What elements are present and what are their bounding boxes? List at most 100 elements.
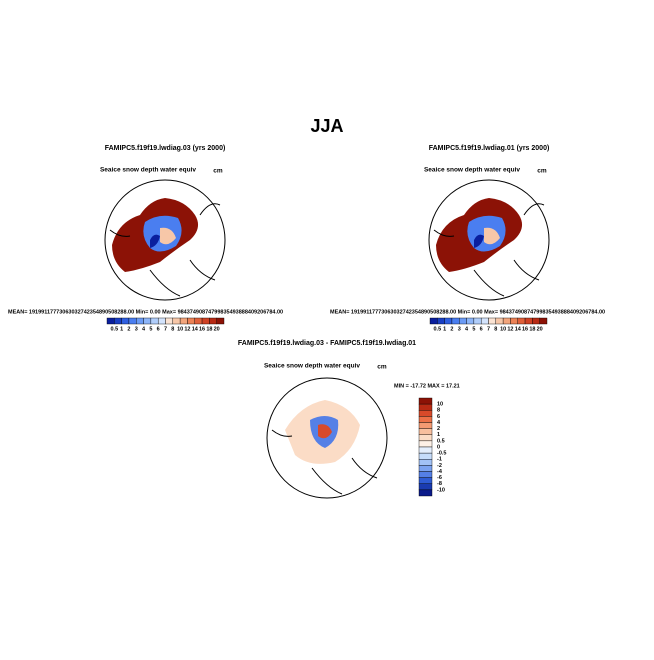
colorbar-box [437,317,445,325]
colorbar-label: 8 [171,326,174,332]
colorbar-box [418,477,433,484]
colorbar-box [128,317,137,325]
units: cm [377,364,387,371]
colorbar-label: 7 [164,326,167,332]
colorbar-label: 2 [127,326,130,332]
colorbar-box [418,416,433,423]
colorbar-box [510,317,518,325]
colorbar-box [418,489,433,497]
colorbar-label: 14 [515,326,522,332]
map-left [104,179,226,301]
colorbar-box [488,317,497,325]
colorbar-label: 2 [437,426,440,432]
panel-subtitle: Seaice snow depth water equiv [264,363,360,370]
colorbar-label: -8 [437,481,442,487]
colorbar-box [157,317,166,325]
colorbar-box [418,465,433,472]
panel-title: FAMIPC5.f19f19.lwdiag.03 (yrs 2000) [105,145,226,152]
colorbar-label: -6 [437,475,442,481]
colorbar-label: -4 [437,469,443,475]
colorbar-box [121,317,130,325]
figure-title: JJA [310,116,343,136]
colorbar-box [418,452,433,460]
panel-title: FAMIPC5.f19f19.lwdiag.03 - FAMIPC5.f19f1… [238,340,416,347]
colorbar-box [114,317,122,325]
colorbar-box [418,410,433,417]
map-right [428,179,550,301]
colorbar-label: -10 [437,487,445,493]
colorbar-box [418,440,433,448]
colorbar-box [201,317,210,325]
colorbar-box [495,317,504,325]
colorbar-box [429,317,438,325]
colorbar-label: 16 [199,326,205,332]
colorbar-box [532,317,540,325]
colorbar-box [179,317,188,325]
colorbar-label: 12 [507,326,513,332]
panel-stats: MEAN= 19199117773063032742354890508288.0… [330,309,605,315]
map-diff [266,377,388,499]
panel-stats: MIN = -17.72 MAX = 17.21 [394,383,460,389]
colorbar-box [165,317,174,325]
colorbar-box [418,434,433,442]
colorbar-box [418,403,433,411]
colorbar-label: -2 [437,463,442,469]
colorbar-box [187,317,195,325]
colorbar-label: 5 [472,326,475,332]
colorbar-label: 1 [120,326,123,332]
colorbar-box [451,317,460,325]
colorbar-box [418,483,433,491]
colorbar-label: 4 [465,326,469,332]
units: cm [537,168,547,175]
colorbar-label: 18 [529,326,535,332]
colorbar-box [473,317,482,325]
colorbar-label: 0.5 [110,326,118,332]
colorbar-box [466,317,475,325]
colorbar-box [418,422,433,429]
colorbar-label: 10 [177,326,183,332]
colorbar-box [480,317,489,325]
colorbar-label: 7 [487,326,490,332]
colorbar-label: 0.5 [437,438,445,444]
colorbar-box [143,317,152,325]
colorbar-box [418,471,433,478]
colorbar-label: 16 [522,326,528,332]
colorbar-box [418,459,433,466]
colorbar-box [106,317,115,325]
colorbar-label: 10 [500,326,506,332]
colorbar-box [524,317,533,325]
colorbar-box [539,317,548,325]
panel-subtitle: Seaice snow depth water equiv [100,167,196,174]
colorbar-label: 12 [184,326,190,332]
colorbar-box [418,397,433,405]
colorbar-box [459,317,467,325]
colorbar-label: -0.5 [437,451,446,457]
colorbar-label: -1 [437,457,442,463]
colorbar-box [517,317,526,325]
colorbar-label: 1 [437,432,440,438]
colorbar-label: 14 [192,326,199,332]
colorbar-box [136,317,144,325]
colorbar-label: 4 [437,420,441,426]
colorbar-label: 3 [458,326,461,332]
colorbar-label: 0.5 [433,326,441,332]
colorbar-label: 4 [142,326,146,332]
colorbar-box [209,317,217,325]
colorbar-box [502,317,511,325]
colorbar-label: 18 [206,326,212,332]
colorbar-label: 20 [214,326,220,332]
colorbar-label: 2 [450,326,453,332]
colorbar-label: 10 [437,402,443,408]
colorbar-box [418,446,433,454]
panel-title: FAMIPC5.f19f19.lwdiag.01 (yrs 2000) [429,145,550,152]
colorbar-label: 0 [437,444,440,450]
panel-stats: MEAN= 19199117773063032742354890508288.0… [8,309,283,315]
colorbar-label: 6 [480,326,483,332]
colorbar-label: 6 [157,326,160,332]
colorbar-box [444,317,453,325]
colorbar-box [216,317,225,325]
colorbar-box [194,317,203,325]
colorbar-label: 3 [135,326,138,332]
colorbar-box [418,428,433,435]
